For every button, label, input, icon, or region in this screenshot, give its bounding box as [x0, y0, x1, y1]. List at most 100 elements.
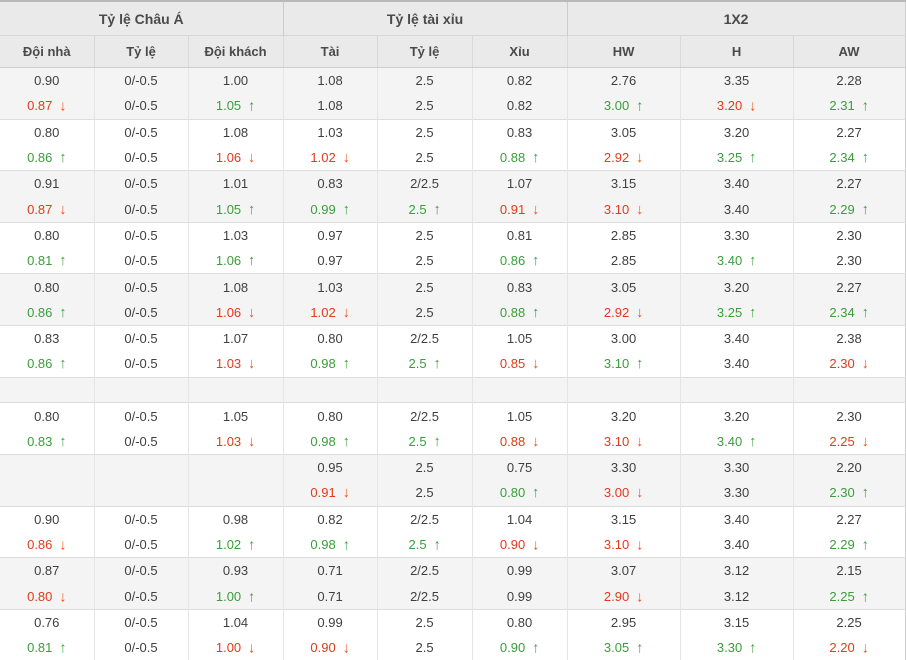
odds-cell: 0.83: [471, 273, 568, 300]
trend-up-icon: ↑: [248, 535, 256, 553]
trend-up-icon: ↑: [861, 587, 869, 604]
trend-up-icon: ↑: [59, 432, 67, 450]
odds-value: 2.5: [415, 460, 434, 476]
odds-value: 0.86: [27, 304, 53, 320]
odds-value: 3.20: [716, 98, 743, 114]
odds-value: 3.15: [610, 176, 637, 192]
trend-up-icon: ↑: [248, 200, 256, 218]
odds-value: 2.38: [836, 331, 862, 347]
trend-down-icon: ↓: [861, 638, 869, 656]
odds-cell: 0/-0.5: [93, 557, 188, 584]
odds-cell: 0/-0.5: [93, 196, 188, 223]
odds-row: 0.90 0/-0.5 1.00 1.08 2.5 0.82 2.76 3.35 2.28: [0, 67, 906, 94]
odds-value: 0.86: [27, 356, 53, 372]
odds-cell: 0.98 ↑: [282, 428, 378, 455]
odds-cell: [792, 376, 906, 403]
odds-cell: 2/2.5: [376, 170, 473, 197]
odds-value: 0/-0.5: [124, 563, 158, 579]
odds-value: 0.98: [222, 511, 249, 527]
trend-down-icon: ↓: [861, 355, 869, 372]
odds-value: 0/-0.5: [124, 331, 158, 347]
trend-down-icon: ↓: [636, 303, 644, 321]
odds-value: 1.05: [506, 331, 533, 347]
odds-cell: 0/-0.5: [93, 505, 188, 532]
odds-cell: [376, 376, 473, 403]
trend-down-icon: ↓: [248, 303, 256, 321]
odds-value: 0/-0.5: [124, 408, 158, 424]
trend-down-icon: ↓: [636, 587, 644, 604]
odds-cell: 3.05: [566, 273, 681, 300]
odds-cell: 1.05 ↑: [187, 93, 284, 120]
odds-cell: 1.03 ↓: [187, 428, 284, 455]
odds-value: 0/-0.5: [124, 304, 158, 320]
odds-value: 0.88: [499, 433, 526, 449]
odds-cell: 2.27: [792, 118, 906, 145]
odds-value: 3.35: [723, 73, 750, 89]
odds-value: 0.88: [499, 150, 526, 166]
odds-cell: 2.5: [376, 273, 473, 300]
odds-cell: 0/-0.5: [93, 118, 188, 145]
odds-cell: 0.81: [471, 221, 568, 249]
odds-cell: 0/-0.5: [93, 93, 188, 120]
odds-cell: 3.40: [679, 324, 794, 352]
odds-value: 0.90: [310, 640, 336, 656]
odds-cell: 2.85: [566, 221, 681, 249]
odds-value: 1.08: [222, 124, 249, 140]
odds-value: 2.20: [829, 640, 855, 656]
odds-value: 2.92: [603, 150, 630, 166]
odds-row: 0.91 0/-0.5 1.01 0.83 2/2.5 1.07 3.15 3.40 2.27: [0, 170, 906, 197]
trend-down-icon: ↓: [749, 97, 757, 114]
odds-value: 0.83: [317, 176, 343, 192]
odds-value: 0.99: [317, 614, 343, 630]
odds-row: 0.91 ↓ 2.5 0.80 ↑ 3.00 ↓ 3.30 2.30 ↑: [0, 480, 906, 507]
odds-value: 2.27: [836, 124, 862, 140]
trend-up-icon: ↑: [532, 148, 540, 166]
odds-cell: [187, 376, 284, 403]
odds-value: 3.20: [723, 279, 750, 295]
odds-value: 2.5: [415, 73, 434, 89]
trend-down-icon: ↓: [532, 432, 540, 450]
odds-cell: 0.90 ↓: [282, 635, 378, 660]
odds-cell: 0/-0.5: [93, 273, 188, 300]
odds-cell: 2.5: [376, 248, 473, 274]
odds-value: 2.5: [408, 536, 427, 552]
trend-up-icon: ↑: [433, 432, 441, 450]
odds-cell: [93, 453, 188, 481]
odds-cell: 0.83: [0, 324, 94, 352]
odds-cell: 0/-0.5: [93, 428, 188, 455]
odds-row: 0.76 0/-0.5 1.04 0.99 2.5 0.80 2.95 3.15 2.25: [0, 608, 906, 636]
odds-value: 0.87: [34, 563, 60, 579]
trend-up-icon: ↑: [861, 148, 869, 166]
odds-cell: 0.88 ↑: [471, 144, 568, 171]
odds-cell: 2.5 ↑: [376, 531, 473, 558]
odds-cell: 3.15: [679, 608, 794, 636]
trend-down-icon: ↓: [532, 200, 540, 218]
odds-cell: 0.83 ↑: [0, 429, 94, 455]
odds-value: 1.00: [215, 588, 242, 604]
odds-cell: 2.30 ↑: [792, 480, 906, 507]
odds-value: 2.5: [415, 304, 434, 320]
odds-cell: 0.80: [0, 402, 94, 429]
odds-cell: 0.82: [282, 505, 378, 532]
odds-cell: 0.85 ↓: [471, 351, 568, 378]
odds-value: 0.91: [34, 176, 60, 192]
odds-cell: 2.5: [376, 221, 473, 249]
odds-value: 2.5: [415, 150, 434, 166]
odds-cell: 2.90 ↓: [566, 583, 681, 610]
odds-cell: 3.12: [679, 557, 794, 584]
odds-cell: 3.30: [566, 453, 681, 481]
odds-cell: 3.40: [679, 196, 794, 223]
odds-value: 2.5: [415, 279, 434, 295]
odds-cell: 1.05: [187, 402, 284, 429]
trend-down-icon: ↓: [59, 587, 67, 604]
odds-value: 0/-0.5: [124, 279, 158, 295]
trend-up-icon: ↑: [59, 303, 67, 321]
odds-row: 0.86 ↑ 0/-0.5 1.06 ↓ 1.02 ↓ 2.5 0.88 ↑ 2.92 ↓ 3.25 ↑ 2…: [0, 299, 906, 326]
odds-value: 0.91: [310, 485, 336, 501]
odds-value: 1.03: [317, 279, 343, 295]
odds-value: 1.06: [215, 304, 242, 320]
trend-up-icon: ↑: [342, 200, 350, 218]
odds-value: 3.40: [723, 356, 750, 372]
odds-cell: 0.80: [0, 221, 94, 249]
